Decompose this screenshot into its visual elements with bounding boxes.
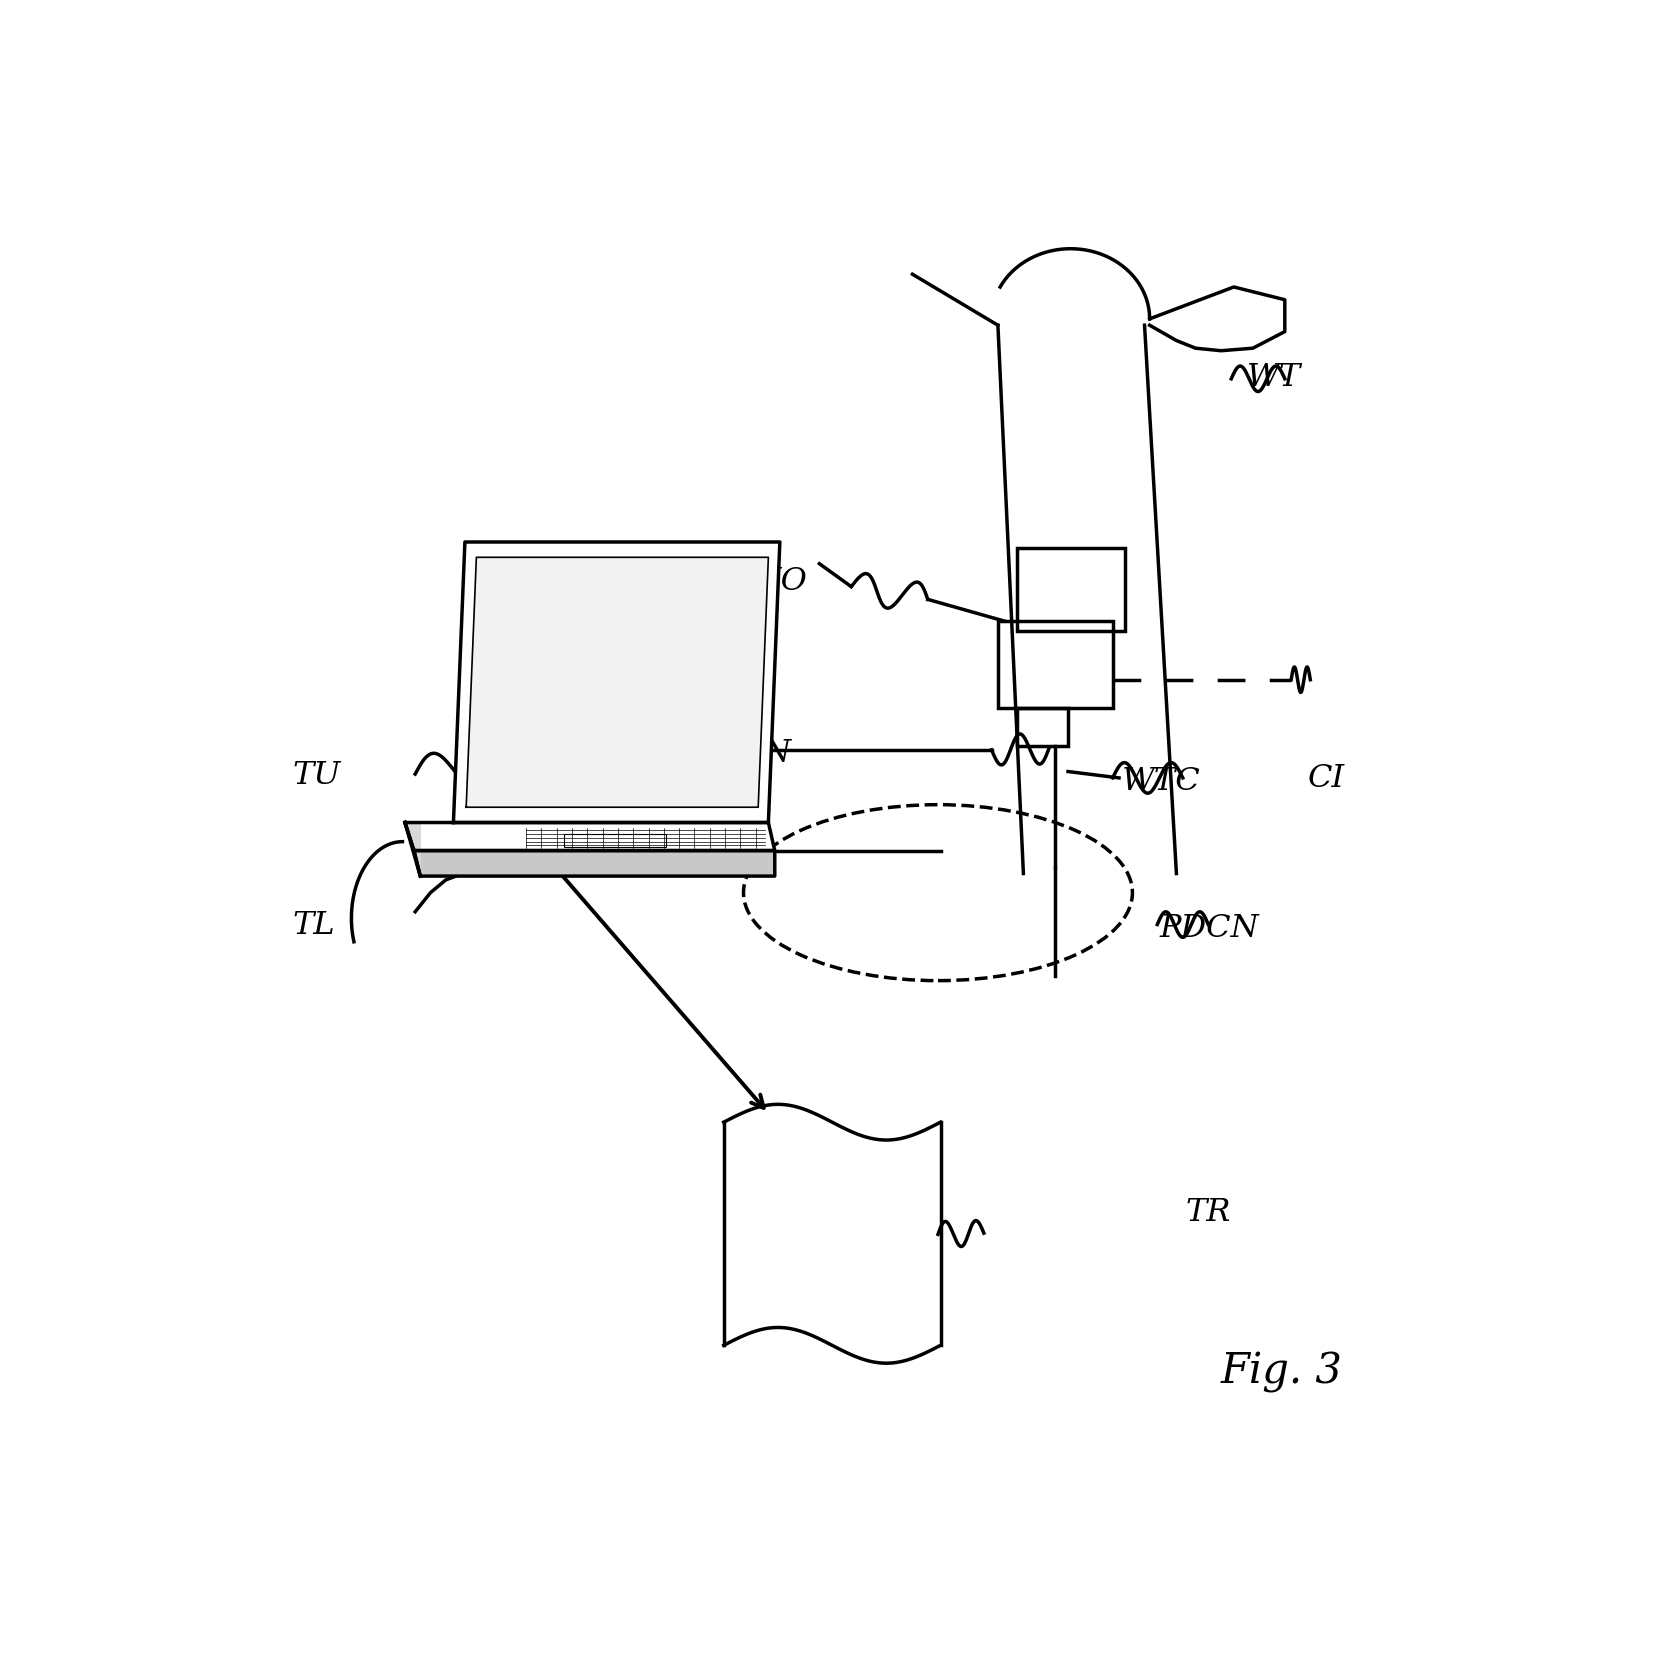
Bar bbox=[998, 622, 1113, 708]
Polygon shape bbox=[405, 823, 420, 877]
Text: PDCN: PDCN bbox=[1159, 912, 1259, 943]
Text: IO: IO bbox=[769, 566, 807, 596]
Text: CI: CI bbox=[1307, 763, 1345, 794]
Text: TL: TL bbox=[292, 910, 336, 940]
Text: WT: WT bbox=[1246, 361, 1301, 392]
Bar bbox=[1017, 708, 1068, 746]
Polygon shape bbox=[467, 558, 769, 808]
Polygon shape bbox=[414, 851, 774, 877]
Text: TR: TR bbox=[1186, 1197, 1231, 1228]
Text: Fig. 3: Fig. 3 bbox=[1221, 1350, 1344, 1392]
Text: DCN: DCN bbox=[714, 738, 792, 768]
Polygon shape bbox=[453, 543, 781, 823]
Text: TU: TU bbox=[292, 760, 341, 789]
Bar bbox=[565, 834, 666, 847]
Text: WTC: WTC bbox=[1121, 766, 1201, 796]
Bar bbox=[1017, 549, 1126, 632]
Polygon shape bbox=[405, 823, 774, 851]
